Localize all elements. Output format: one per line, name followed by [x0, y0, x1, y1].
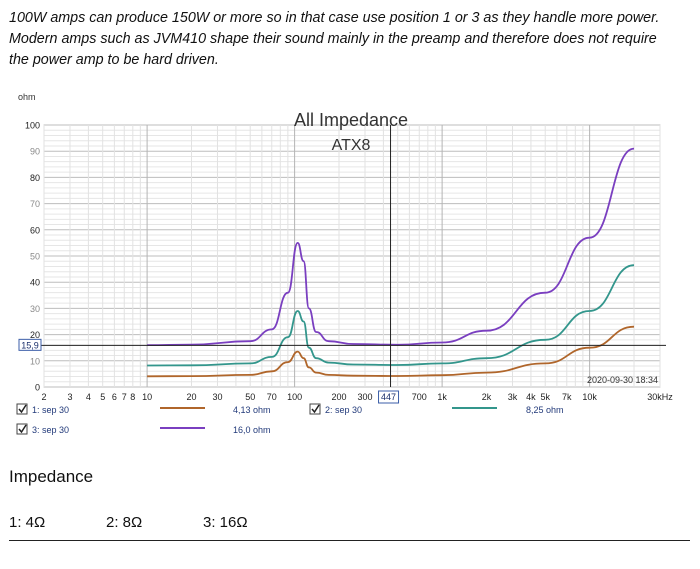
- cursor-y-box: [18, 338, 42, 351]
- x-tick-label: 30kHz: [647, 392, 673, 402]
- legend-checkbox-1: [16, 403, 28, 415]
- y-tick-label: 30: [30, 304, 40, 314]
- x-tick-label: 2: [41, 392, 46, 402]
- legend-checkmark-icon: [18, 424, 27, 434]
- chart-title: All Impedance: [294, 110, 408, 130]
- position-2-label: 2: 8Ω: [106, 514, 143, 531]
- legend-series-name-2: 2: sep 30: [325, 405, 362, 415]
- section-title: Impedance: [9, 467, 94, 486]
- x-tick-label: 1k: [437, 392, 447, 402]
- y-tick-label: 50: [30, 252, 40, 262]
- bottom-divider: [9, 540, 690, 541]
- position-1-label: 1: 4Ω: [9, 514, 46, 531]
- y-tick-label: 60: [30, 225, 40, 235]
- x-tick-label: 4: [86, 392, 91, 402]
- cursor-x-box: [378, 390, 400, 404]
- series-line-3: [147, 147, 635, 346]
- x-tick-label: 8: [130, 392, 135, 402]
- x-tick-label: 700: [412, 392, 427, 402]
- x-tick-label: 5: [100, 392, 105, 402]
- y-tick-label: 90: [30, 147, 40, 157]
- legend-checkmark-icon: [18, 404, 27, 414]
- x-tick-label: 50: [245, 392, 255, 402]
- intro-line: 100W amps can produce 150W or more so in…: [9, 10, 660, 26]
- legend-impedance-2: 8,25 ohm: [526, 405, 564, 415]
- x-tick-label: 3k: [508, 392, 518, 402]
- x-tick-label: 20: [186, 392, 196, 402]
- intro-line: Modern amps such as JVM410 shape their s…: [9, 31, 657, 47]
- y-tick-label: 80: [30, 173, 40, 183]
- intro-line: the power amp to be hard driven.: [9, 52, 219, 68]
- y-tick-label: 20: [30, 330, 40, 340]
- y-tick-label: 70: [30, 199, 40, 209]
- impedance-chart: ohm 0 10 20 30 40 50 60 70 80 90 100 2 3 4 5 6 7 8 10 20 30 50…: [0, 90, 700, 450]
- x-tick-label: 10: [142, 392, 152, 402]
- x-tick-label: 7k: [562, 392, 572, 402]
- intro-text: 100W amps can produce 150W or more so in…: [9, 8, 689, 71]
- x-tick-label: 5k: [540, 392, 550, 402]
- legend-impedance-1: 4,13 ohm: [233, 405, 271, 415]
- y-tick-label: 10: [30, 356, 40, 366]
- x-tick-label: 6: [112, 392, 117, 402]
- x-tick-label: 3: [67, 392, 72, 402]
- x-tick-label: 30: [212, 392, 222, 402]
- y-tick-label: 0: [35, 383, 40, 393]
- y-axis-label: ohm: [18, 92, 36, 102]
- position-3-label: 3: 16Ω: [203, 514, 248, 531]
- cursor-x-value: 447: [381, 392, 396, 402]
- cursor-y-value: 15,9: [21, 340, 39, 350]
- legend-checkbox-3: [16, 423, 28, 435]
- x-tick-label: 70: [267, 392, 277, 402]
- legend-impedance-3: 16,0 ohm: [233, 425, 271, 435]
- series-line-1: [147, 325, 635, 378]
- impedance-chart-svg: ohm 0 10 20 30 40 50 60 70 80 90 100 2 3 4 5 6 7 8 10 20 30 50…: [16, 92, 673, 435]
- legend-series-name-1: 1: sep 30: [32, 405, 69, 415]
- x-tick-label: 200: [331, 392, 346, 402]
- x-tick-label: 7: [122, 392, 127, 402]
- y-tick-label: 40: [30, 278, 40, 288]
- x-tick-label: 100: [287, 392, 302, 402]
- legend-checkbox-2: [309, 403, 321, 415]
- x-tick-label: 300: [357, 392, 372, 402]
- x-tick-label: 10k: [582, 392, 597, 402]
- y-tick-label: 100: [25, 121, 40, 131]
- chart-timestamp: 2020-09-30 18:34: [587, 375, 658, 385]
- legend-checkmark-icon: [311, 404, 320, 414]
- legend-series-name-3: 3: sep 30: [32, 425, 69, 435]
- x-tick-label: 2k: [482, 392, 492, 402]
- chart-subtitle: ATX8: [332, 137, 371, 154]
- x-tick-label: 4k: [526, 392, 536, 402]
